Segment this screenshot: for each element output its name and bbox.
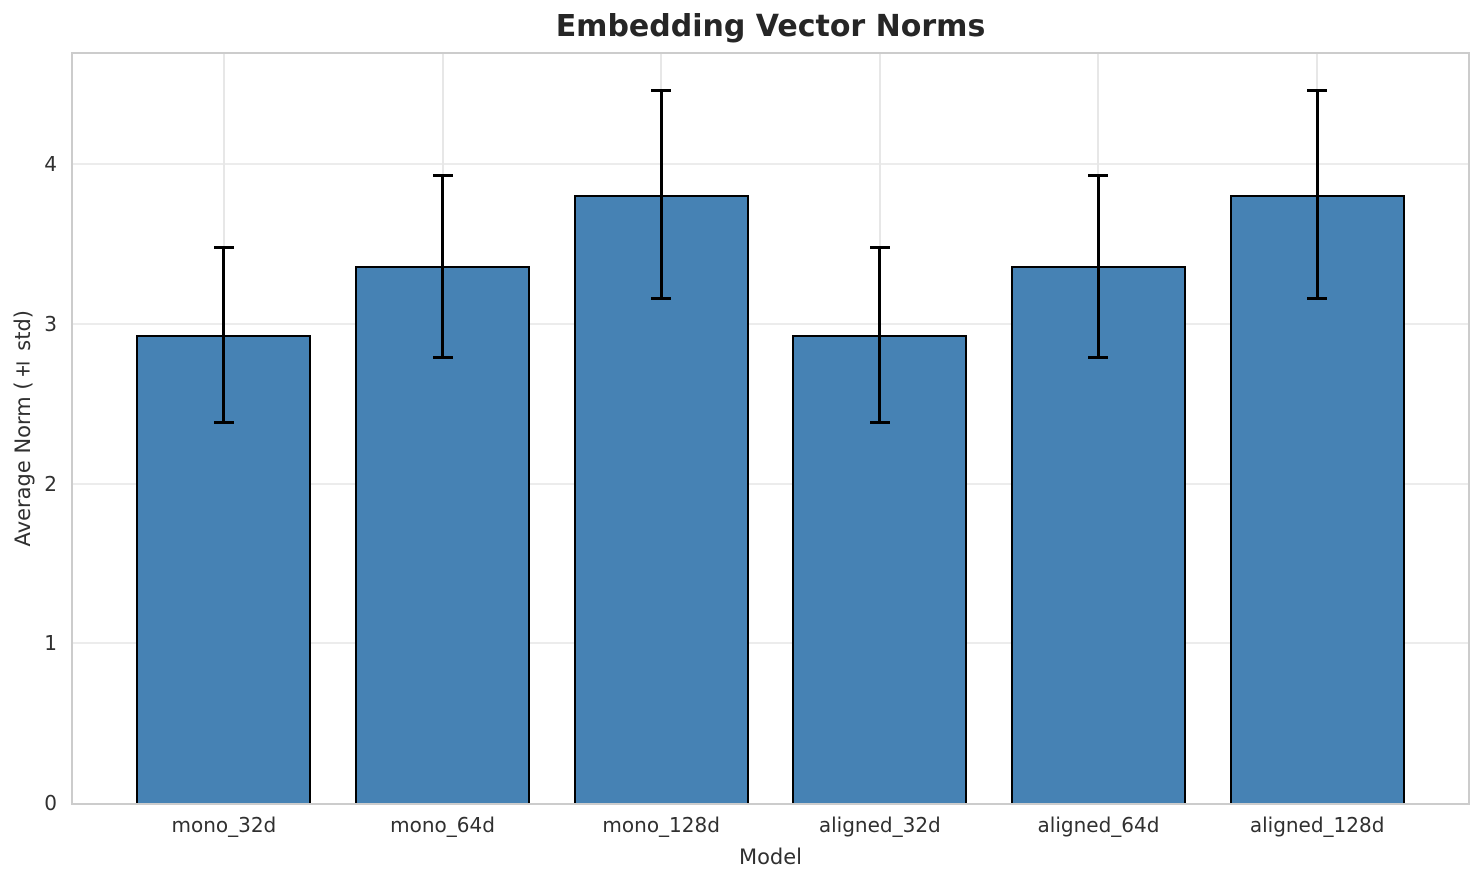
plot-area bbox=[71, 52, 1470, 805]
error-bar-mono_64d bbox=[441, 175, 445, 358]
chart-title: Embedding Vector Norms bbox=[555, 9, 986, 44]
error-cap-top-aligned_32d bbox=[869, 245, 890, 249]
error-cap-top-mono_64d bbox=[432, 173, 453, 177]
h-gridline bbox=[73, 482, 1468, 485]
x-tick-label-mono_32d: mono_32d bbox=[171, 813, 277, 837]
error-cap-bottom-aligned_64d bbox=[1088, 355, 1109, 359]
error-bar-mono_128d bbox=[659, 90, 663, 299]
y-axis-title: Average Norm (± std) bbox=[0, 52, 46, 805]
error-bar-aligned_32d bbox=[878, 247, 882, 423]
error-cap-top-mono_128d bbox=[651, 89, 672, 93]
x-axis-title: Model bbox=[738, 845, 803, 869]
x-tick-label-aligned_64d: aligned_64d bbox=[1037, 813, 1160, 837]
error-bar-aligned_64d bbox=[1096, 175, 1100, 358]
error-bar-mono_32d bbox=[222, 247, 226, 423]
error-cap-bottom-mono_128d bbox=[651, 296, 672, 300]
error-cap-top-mono_32d bbox=[213, 245, 234, 249]
x-tick-label-aligned_32d: aligned_32d bbox=[818, 813, 941, 837]
x-tick-label-aligned_128d: aligned_128d bbox=[1249, 813, 1385, 837]
error-cap-bottom-aligned_128d bbox=[1307, 296, 1328, 300]
h-gridline bbox=[73, 642, 1468, 645]
error-bar-aligned_128d bbox=[1315, 90, 1319, 299]
h-gridline bbox=[73, 322, 1468, 325]
error-cap-bottom-aligned_32d bbox=[869, 421, 890, 425]
x-tick-label-mono_128d: mono_128d bbox=[602, 813, 720, 837]
h-gridline bbox=[73, 163, 1468, 166]
error-cap-bottom-mono_64d bbox=[432, 355, 453, 359]
error-cap-top-aligned_64d bbox=[1088, 173, 1109, 177]
y-axis-title-text: Average Norm (± std) bbox=[11, 310, 35, 547]
error-cap-bottom-mono_32d bbox=[213, 421, 234, 425]
x-tick-label-mono_64d: mono_64d bbox=[390, 813, 495, 837]
error-cap-top-aligned_128d bbox=[1307, 89, 1328, 93]
